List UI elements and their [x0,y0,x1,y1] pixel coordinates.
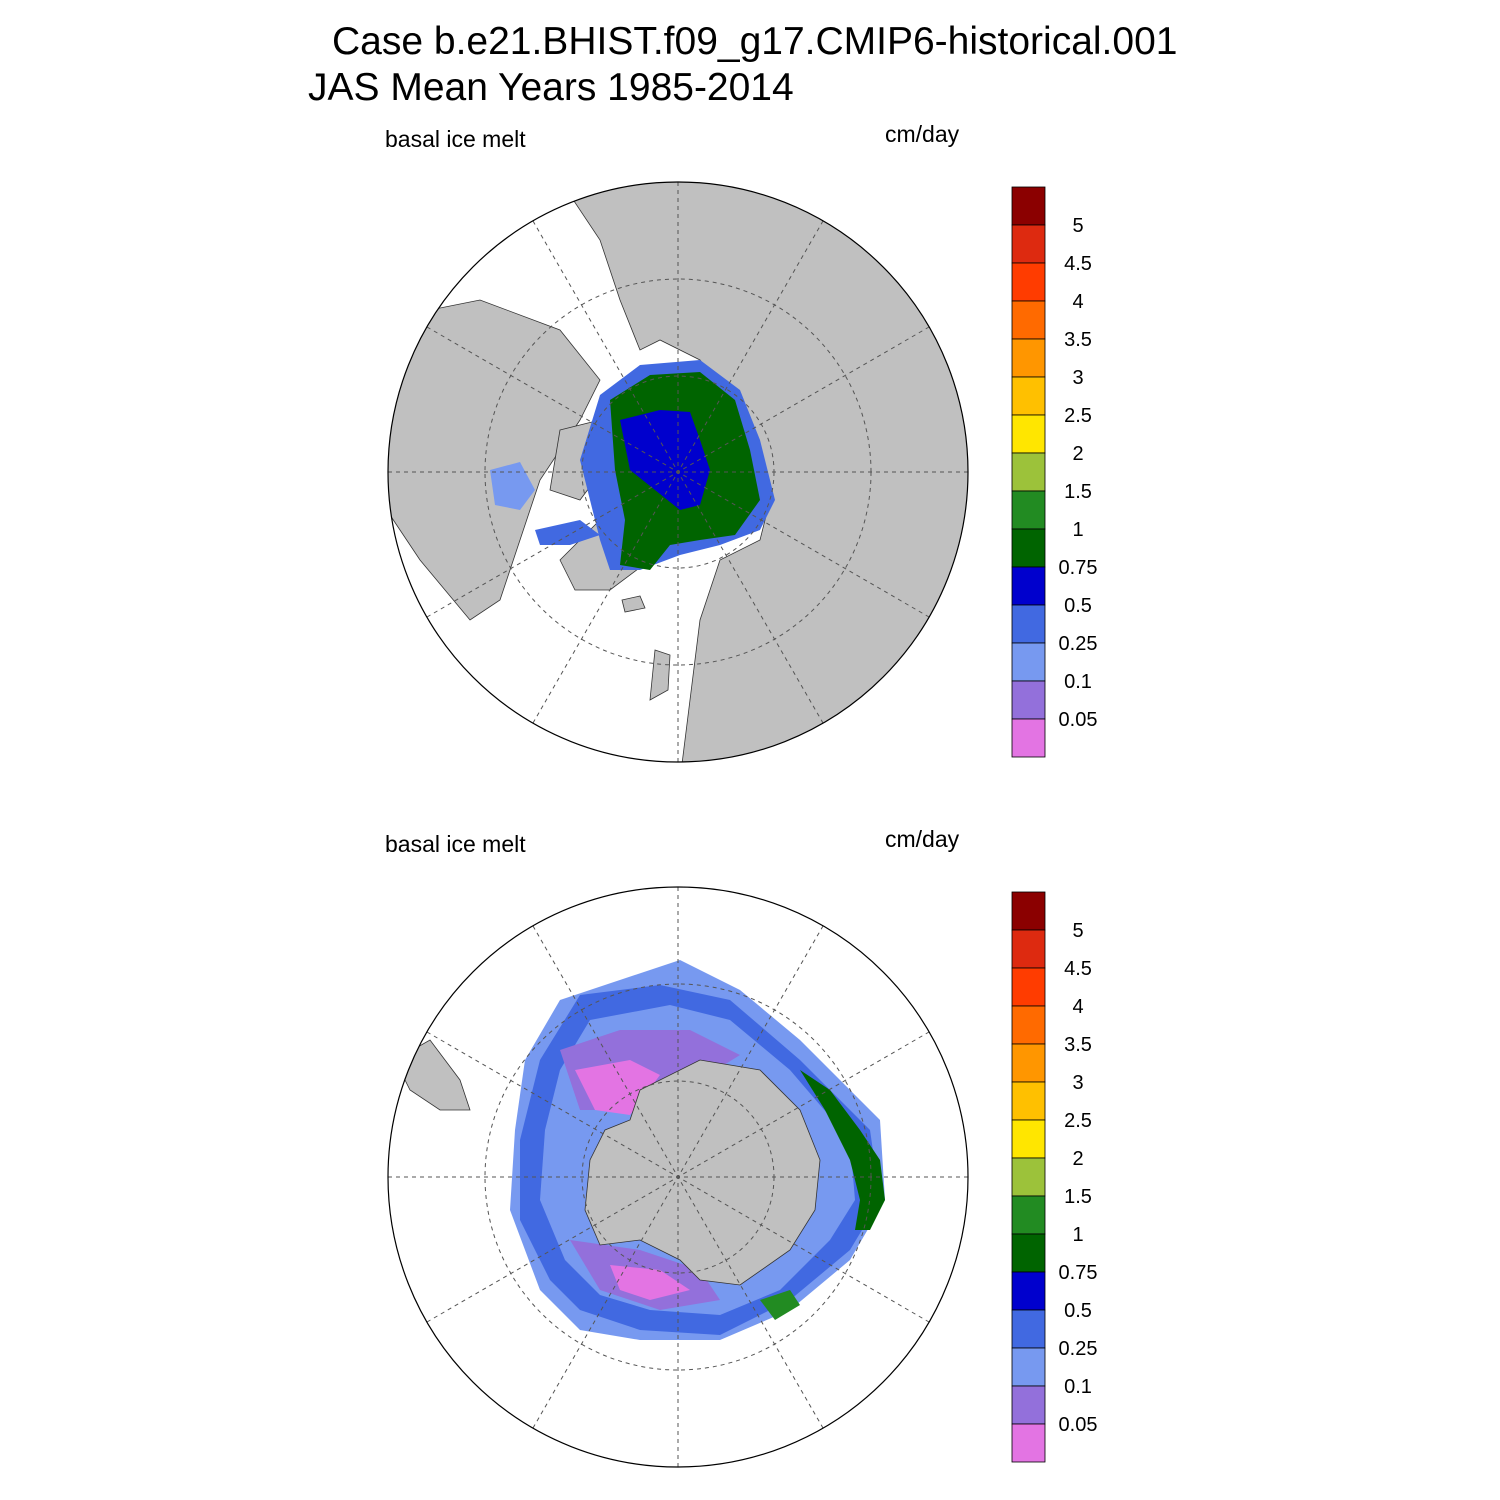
north-colorbar-tick-label-3: 3.5 [1064,329,1092,351]
south-colorbar-tick-label-10: 0.5 [1064,1300,1092,1322]
south-colorbar-color-box-7 [1011,1157,1046,1197]
south-left-label: basal ice melt [385,831,526,857]
north-land-uk [649,649,671,701]
south-colorbar-color-box-11 [1011,1309,1046,1349]
north-colorbar-color-box-7 [1011,452,1046,492]
north-land-iceland [621,595,646,613]
north-colorbar-tick-label-5: 2.5 [1064,405,1092,427]
south-colorbar-color-box-4 [1011,1043,1046,1083]
north-colorbar-tick-label-4: 3 [1072,367,1083,389]
north-colorbar-tick-label-8: 1 [1072,519,1083,541]
south-melt-green-se [760,1290,800,1320]
north-polar-map [387,181,969,763]
north-colorbar-tick-label-1: 4.5 [1064,253,1092,275]
south-colorbar-tick-label-0: 5 [1072,920,1083,942]
south-colorbar-tick-label-1: 4.5 [1064,958,1092,980]
south-colorbar-tick-label-5: 2.5 [1064,1110,1092,1132]
north-colorbar-tick-label-2: 4 [1072,291,1083,313]
south-melt-pink-ross [610,1265,690,1300]
north-melt-0.5 [620,410,710,510]
south-colorbar-tick-label-12: 0.1 [1064,1376,1092,1398]
south-colorbar-tick-label-9: 0.75 [1059,1262,1098,1284]
south-colorbar-tick-label-2: 4 [1072,996,1083,1018]
north-map-border [387,181,969,763]
north-colorbar-color-box-9 [1011,528,1046,568]
north-colorbar-tick-label-9: 0.75 [1059,557,1098,579]
north-colorbar-color-box-11 [1011,604,1046,644]
north-colorbar-tick-label-11: 0.25 [1059,633,1098,655]
north-land-eurasia [559,182,968,762]
south-colorbar-tick-label-3: 3.5 [1064,1034,1092,1056]
south-colorbar-tick-label-4: 3 [1072,1072,1083,1094]
north-colorbar-tick-label-0: 5 [1072,215,1083,237]
north-colorbar-color-box-0 [1011,186,1046,226]
south-colorbar-color-box-13 [1011,1385,1046,1425]
south-colorbar-tick-label-13: 0.05 [1059,1414,1098,1436]
north-colorbar-color-box-12 [1011,642,1046,682]
north-colorbar-tick-label-12: 0.1 [1064,671,1092,693]
north-melt-baffin [535,520,600,545]
south-colorbar-color-box-6 [1011,1119,1046,1159]
north-colorbar-color-box-14 [1011,718,1046,758]
south-colorbar-color-box-5 [1011,1081,1046,1121]
north-right-label: cm/day [885,121,960,147]
north-colorbar-color-box-1 [1011,224,1046,264]
south-colorbar-tick-label-7: 1.5 [1064,1186,1092,1208]
north-left-label: basal ice melt [385,126,526,152]
north-colorbar-color-box-5 [1011,376,1046,416]
south-map-border [387,886,969,1468]
south-colorbar-color-box-0 [1011,891,1046,931]
south-colorbar-color-box-9 [1011,1233,1046,1273]
south-right-label: cm/day [885,826,960,852]
south-colorbar-tick-label-8: 1 [1072,1224,1083,1246]
north-colorbar-color-box-10 [1011,566,1046,606]
north-colorbar-tick-label-7: 1.5 [1064,481,1092,503]
north-land-north-america [388,299,601,621]
north-colorbar-color-box-4 [1011,338,1046,378]
north-colorbar-color-box-2 [1011,262,1046,302]
south-colorbar-color-box-8 [1011,1195,1046,1235]
south-colorbar-color-box-10 [1011,1271,1046,1311]
north-colorbar-color-box-13 [1011,680,1046,720]
north-colorbar-color-box-3 [1011,300,1046,340]
north-colorbar-tick-label-10: 0.5 [1064,595,1092,617]
south-colorbar-color-box-14 [1011,1423,1046,1463]
south-colorbar-color-box-1 [1011,929,1046,969]
title-line-1: Case b.e21.BHIST.f09_g17.CMIP6-historica… [332,20,1178,63]
north-colorbar-color-box-6 [1011,414,1046,454]
north-colorbar-tick-label-13: 0.05 [1059,709,1098,731]
north-colorbar-color-box-8 [1011,490,1046,530]
south-melt-green-east [800,1070,885,1230]
north-melt-hudson [490,462,535,510]
south-colorbar-color-box-12 [1011,1347,1046,1387]
south-colorbar-tick-label-6: 2 [1072,1148,1083,1170]
south-land-antarctica [584,1059,821,1286]
south-colorbar-color-box-3 [1011,1005,1046,1045]
south-colorbar: 5 4.5 4 3.5 3 2.5 2 1.5 1 0.75 0.5 0.25 0.1 0.05 [1011,891,1098,1463]
title-line-2: JAS Mean Years 1985-2014 [308,66,794,109]
north-colorbar: 5 4.5 4 3.5 3 2.5 2 1.5 1 0.75 0.5 0.25 0.1 0.05 [1011,186,1098,758]
south-colorbar-color-box-2 [1011,967,1046,1007]
south-colorbar-tick-label-11: 0.25 [1059,1338,1098,1360]
north-colorbar-tick-label-6: 2 [1072,443,1083,465]
